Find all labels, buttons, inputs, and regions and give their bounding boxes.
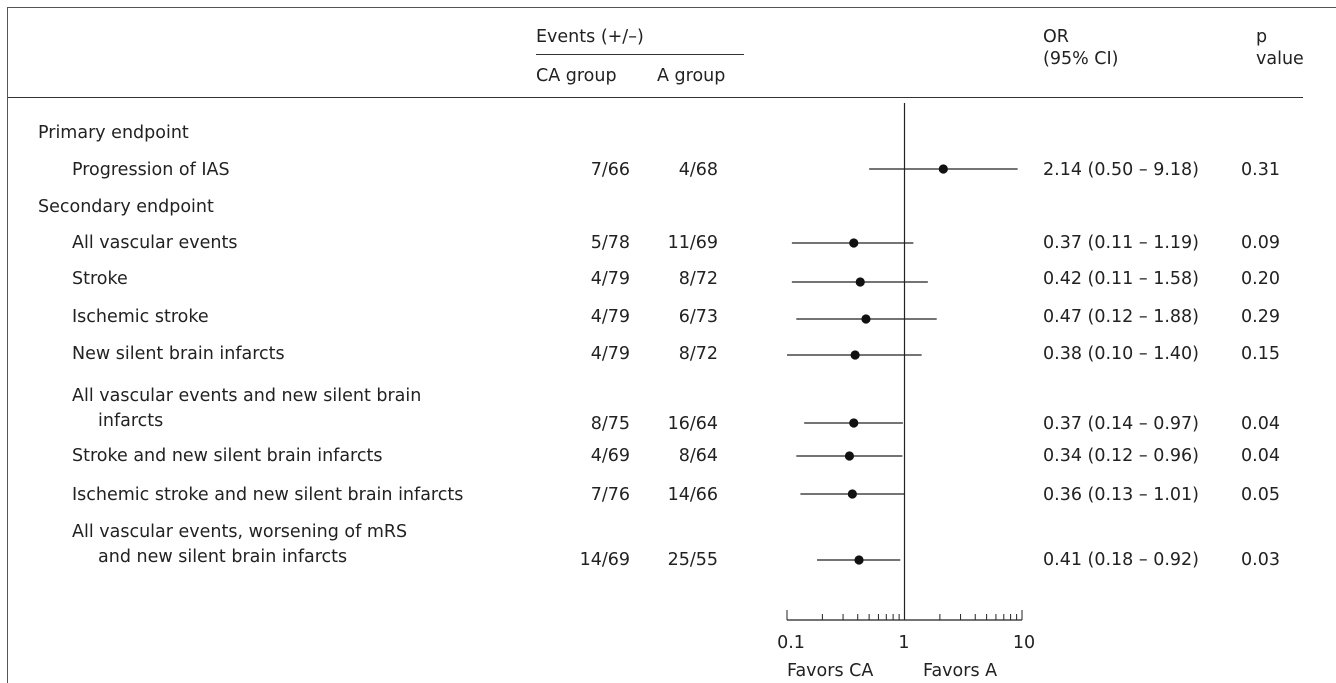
- row-label: Ischemic stroke and new silent brain inf…: [72, 485, 464, 505]
- p-value: 0.03: [1241, 550, 1280, 570]
- point-estimate: [855, 277, 865, 287]
- a-events: 8/72: [678, 344, 718, 364]
- or-value: 2.14 (0.50 – 9.18): [1043, 160, 1199, 180]
- ca-events: 8/75: [590, 414, 630, 434]
- p-value: 0.29: [1241, 307, 1280, 327]
- row-label: Progression of IAS: [72, 160, 230, 180]
- row-label-continuation: and new silent brain infarcts: [98, 547, 348, 567]
- point-estimate: [861, 314, 871, 324]
- row-label: All vascular events and new silent brain: [72, 386, 422, 406]
- or-value: 0.36 (0.13 – 1.01): [1043, 485, 1199, 505]
- ca-events: 7/76: [590, 485, 630, 505]
- primary-endpoint-label: Primary endpoint: [38, 123, 189, 143]
- p-value: 0.05: [1241, 485, 1280, 505]
- ca-events: 5/78: [590, 233, 630, 253]
- or-value: 0.41 (0.18 – 0.92): [1043, 550, 1199, 570]
- p-value: 0.15: [1241, 344, 1280, 364]
- p-value: 0.04: [1241, 414, 1280, 434]
- point-estimate: [849, 418, 859, 428]
- ca-events: 4/69: [590, 446, 630, 466]
- or-value: 0.47 (0.12 – 1.88): [1043, 307, 1199, 327]
- p-value: 0.31: [1241, 160, 1280, 180]
- figure-frame: [7, 7, 1336, 683]
- events-header: Events (+/–): [536, 27, 644, 47]
- or-value: 0.37 (0.11 – 1.19): [1043, 233, 1199, 253]
- a-events: 25/55: [667, 550, 718, 570]
- or-value: 0.42 (0.11 – 1.58): [1043, 269, 1199, 289]
- or-value: 0.37 (0.14 – 0.97): [1043, 414, 1199, 434]
- a-group-header: A group: [657, 66, 726, 86]
- p-value: 0.20: [1241, 269, 1280, 289]
- point-estimate: [938, 164, 948, 174]
- point-estimate: [850, 350, 860, 360]
- p-value: 0.04: [1241, 446, 1280, 466]
- p-header: p: [1256, 27, 1268, 47]
- a-events: 8/64: [678, 446, 718, 466]
- row-label: Ischemic stroke: [72, 307, 209, 327]
- or-value: 0.34 (0.12 – 0.96): [1043, 446, 1199, 466]
- a-events: 6/73: [678, 307, 718, 327]
- p-value: 0.09: [1241, 233, 1280, 253]
- ca-events: 4/79: [590, 344, 630, 364]
- tick-label-1: 1: [898, 633, 910, 653]
- p-value-header: value: [1256, 49, 1304, 69]
- or-header: OR: [1043, 27, 1069, 47]
- ca-events: 14/69: [579, 550, 630, 570]
- ca-events: 7/66: [590, 160, 630, 180]
- ca-group-header: CA group: [536, 66, 617, 86]
- header-rule: [8, 97, 1303, 98]
- ca-events: 4/79: [590, 269, 630, 289]
- favors-a-label: Favors A: [923, 661, 998, 681]
- ca-events: 4/79: [590, 307, 630, 327]
- point-estimate: [847, 489, 857, 499]
- a-events: 14/66: [667, 485, 718, 505]
- row-label-continuation: infarcts: [98, 411, 164, 431]
- a-events: 16/64: [667, 414, 718, 434]
- point-estimate: [844, 451, 855, 461]
- tick-label-0.1: 0.1: [777, 633, 805, 653]
- or-value: 0.38 (0.10 – 1.40): [1043, 344, 1199, 364]
- or-ci-header: (95% CI): [1043, 49, 1119, 69]
- row-label: Stroke and new silent brain infarcts: [72, 446, 383, 466]
- row-label: All vascular events, worsening of mRS: [72, 522, 408, 542]
- row-label: New silent brain infarcts: [72, 344, 285, 364]
- a-events: 11/69: [667, 233, 718, 253]
- events-underline: [536, 54, 744, 55]
- row-label: Stroke: [72, 269, 128, 289]
- point-estimate: [849, 238, 859, 248]
- secondary-endpoint-label: Secondary endpoint: [38, 197, 214, 217]
- favors-ca-label: Favors CA: [787, 661, 874, 681]
- row-label: All vascular events: [72, 233, 238, 253]
- a-events: 8/72: [678, 269, 718, 289]
- a-events: 4/68: [678, 160, 718, 180]
- tick-label-10: 10: [1012, 633, 1036, 653]
- point-estimate: [854, 555, 864, 565]
